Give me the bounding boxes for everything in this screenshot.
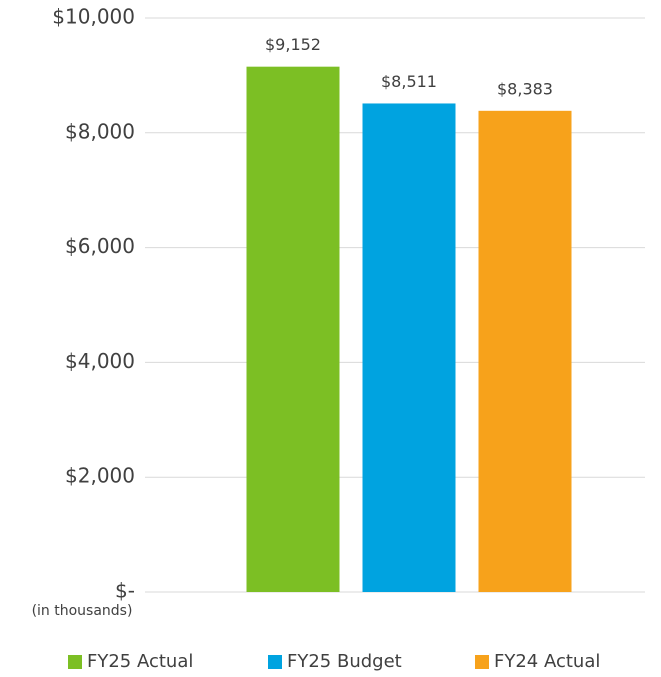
y-tick-label: $4,000 [65,349,135,373]
bar [478,110,572,593]
bar [362,103,456,592]
y-tick-label: $6,000 [65,234,135,258]
y-tick-label: $10,000 [52,5,135,29]
legend-swatch [475,655,489,669]
unit-note: (in thousands) [32,603,133,619]
legend-label: FY24 Actual [494,651,600,672]
legend-label: FY25 Actual [87,651,193,672]
y-tick-label: $8,000 [65,119,135,143]
legend-swatch [68,655,82,669]
data-label: $9,152 [265,35,321,54]
data-label: $8,511 [381,72,437,91]
data-label: $8,383 [497,79,553,98]
bar [246,66,340,593]
legend-swatch [268,655,282,669]
y-tick-label: $- [115,579,135,603]
legend-label: FY25 Budget [287,651,402,672]
y-tick-label: $2,000 [65,464,135,488]
